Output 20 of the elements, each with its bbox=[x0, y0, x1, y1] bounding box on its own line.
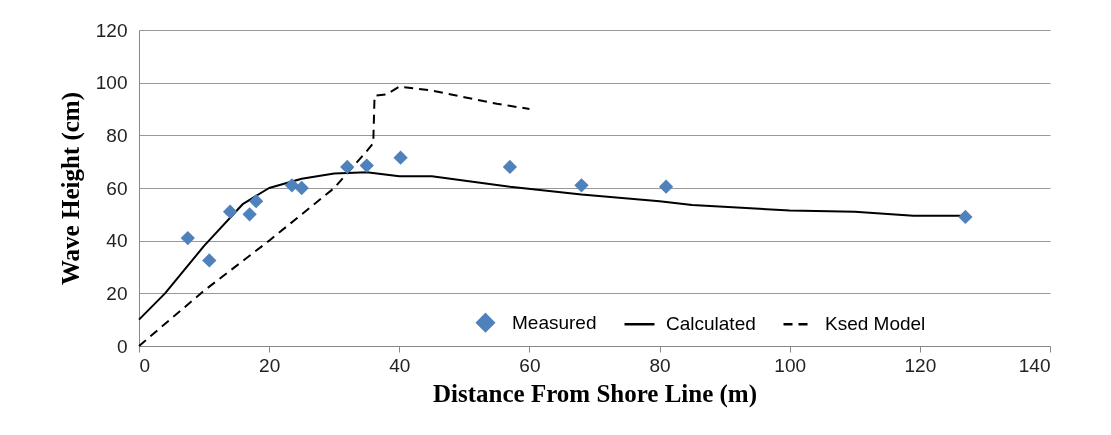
y-tick-label: 60 bbox=[106, 177, 128, 199]
y-tick-label: 0 bbox=[116, 335, 128, 357]
y-tick-label: 120 bbox=[95, 19, 128, 41]
x-tick-label: 40 bbox=[389, 354, 411, 376]
y-axis-title: Wave Height (cm) bbox=[56, 91, 85, 286]
y-tick-label: 20 bbox=[106, 282, 128, 304]
x-tick-label: 140 bbox=[1018, 354, 1051, 376]
x-tick-label: 20 bbox=[259, 354, 281, 376]
x-tick-label: 60 bbox=[519, 354, 541, 376]
legend-label: Measured bbox=[512, 311, 597, 333]
legend-label: Calculated bbox=[666, 313, 756, 335]
x-tick-label: 120 bbox=[904, 354, 937, 376]
x-tick-label: 80 bbox=[649, 354, 671, 376]
legend-label: Ksed Model bbox=[825, 313, 926, 335]
y-tick-label: 40 bbox=[106, 230, 128, 252]
x-tick-label: 0 bbox=[139, 354, 151, 376]
x-tick-label: 100 bbox=[774, 354, 807, 376]
x-axis-title: Distance From Shore Line (m) bbox=[432, 379, 758, 408]
y-tick-label: 100 bbox=[95, 72, 128, 94]
y-tick-label: 80 bbox=[106, 124, 128, 146]
